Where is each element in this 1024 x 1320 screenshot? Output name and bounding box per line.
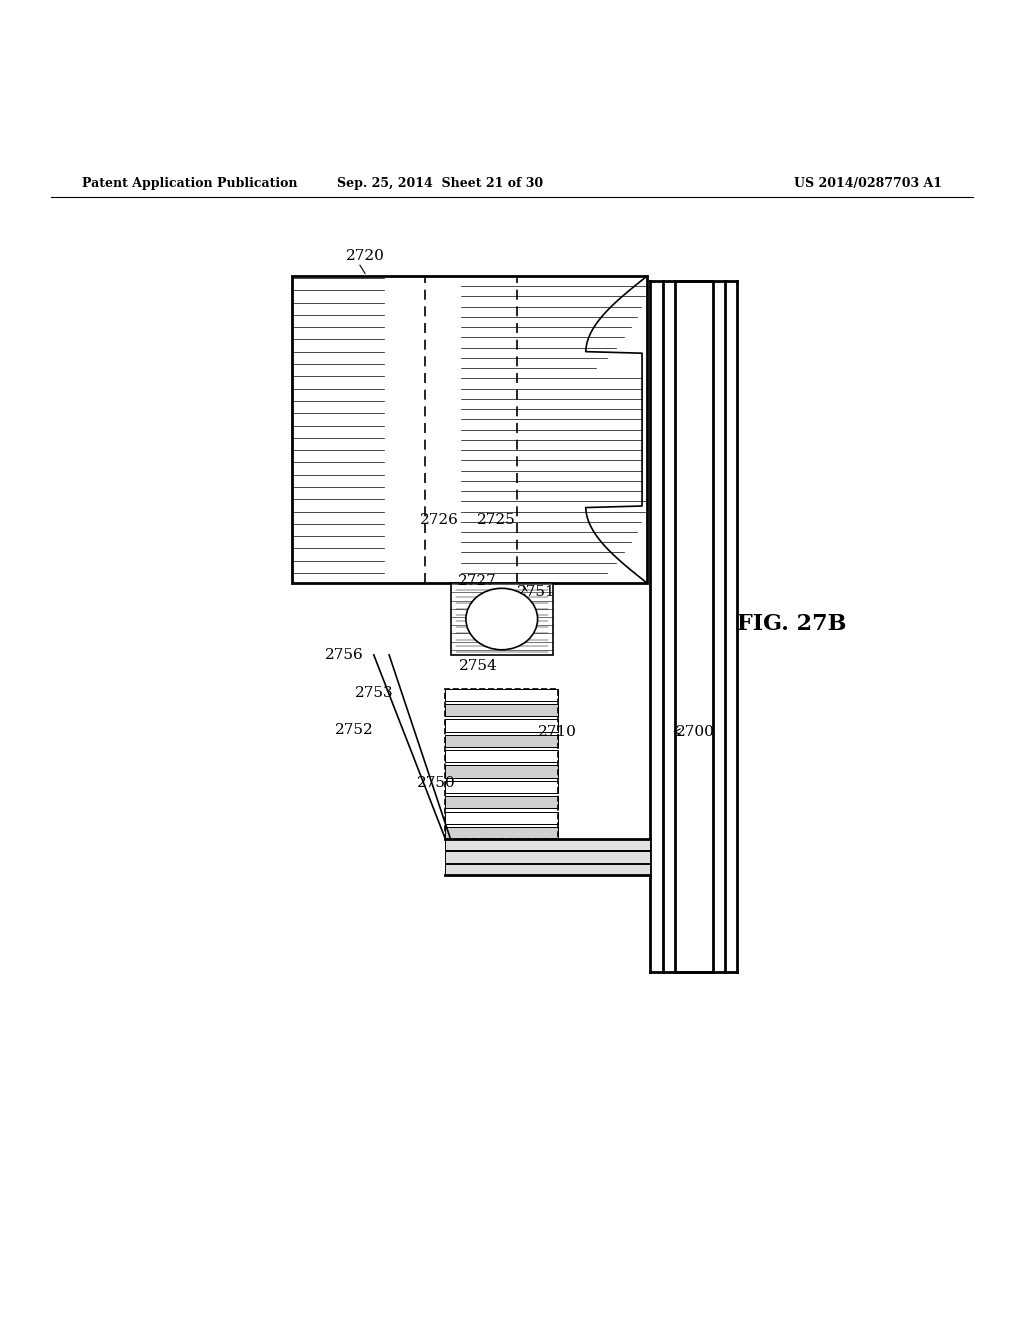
Text: 2727: 2727 bbox=[458, 574, 497, 589]
Text: 2720: 2720 bbox=[346, 248, 385, 263]
Text: US 2014/0287703 A1: US 2014/0287703 A1 bbox=[794, 177, 942, 190]
Bar bbox=[445, 719, 558, 731]
Text: 2710: 2710 bbox=[538, 725, 577, 739]
Bar bbox=[451, 583, 553, 655]
Bar bbox=[445, 840, 650, 850]
Text: 2753: 2753 bbox=[354, 686, 393, 700]
Bar bbox=[445, 704, 558, 717]
Bar bbox=[292, 276, 647, 583]
Text: 2726: 2726 bbox=[420, 513, 459, 527]
Text: Sep. 25, 2014  Sheet 21 of 30: Sep. 25, 2014 Sheet 21 of 30 bbox=[337, 177, 544, 190]
Bar bbox=[445, 735, 558, 747]
Text: 2752: 2752 bbox=[335, 722, 374, 737]
Text: 2756: 2756 bbox=[325, 648, 364, 661]
Bar bbox=[292, 276, 384, 583]
Text: 2754: 2754 bbox=[459, 659, 498, 673]
Bar bbox=[445, 863, 650, 875]
Text: 2750: 2750 bbox=[417, 776, 456, 789]
Bar bbox=[445, 812, 558, 824]
Text: 2725: 2725 bbox=[477, 513, 516, 527]
Text: Patent Application Publication: Patent Application Publication bbox=[82, 177, 297, 190]
Text: FIG. 27B: FIG. 27B bbox=[737, 614, 847, 635]
Text: 2700: 2700 bbox=[676, 725, 715, 739]
Bar bbox=[445, 750, 558, 763]
Bar bbox=[445, 766, 558, 777]
Bar bbox=[445, 796, 558, 808]
Bar bbox=[445, 689, 558, 840]
Text: 2751: 2751 bbox=[517, 585, 556, 598]
Bar bbox=[445, 781, 558, 793]
Bar bbox=[445, 851, 650, 863]
Ellipse shape bbox=[466, 589, 538, 649]
Bar bbox=[445, 689, 558, 701]
Bar bbox=[445, 826, 558, 840]
